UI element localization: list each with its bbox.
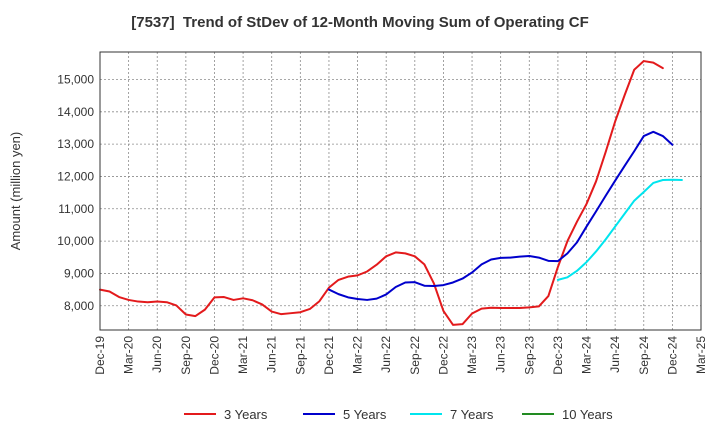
x-tick-label: Sep-20 — [179, 336, 193, 375]
x-tick-label: Dec-20 — [207, 336, 221, 375]
x-tick-label: Jun-22 — [379, 336, 393, 373]
x-tick-label: Dec-22 — [436, 336, 450, 375]
x-tick-label: Jun-20 — [150, 336, 164, 373]
x-tick-label: Sep-24 — [637, 336, 651, 375]
y-tick-label: 8,000 — [64, 299, 94, 313]
x-tick-label: Mar-20 — [122, 336, 136, 374]
x-tick-label: Jun-21 — [265, 336, 279, 373]
y-tick-label: 13,000 — [57, 137, 94, 151]
legend-label-7-years: 7 Years — [450, 407, 494, 422]
legend-label-3-years: 3 Years — [224, 407, 268, 422]
series-line-5-years — [327, 130, 674, 301]
x-tick-label: Mar-22 — [351, 336, 365, 374]
x-tick-label: Jun-23 — [494, 336, 508, 373]
x-tick-label: Dec-21 — [322, 336, 336, 375]
x-tick-label: Dec-23 — [551, 336, 565, 375]
x-tick-label: Dec-24 — [665, 336, 679, 375]
legend: 3 Years 5 Years 7 Years 10 Years — [184, 407, 613, 422]
plot-frame — [99, 51, 702, 331]
x-tick-label: Sep-22 — [408, 336, 422, 375]
series-line-7-years — [556, 178, 683, 281]
x-tick-label: Dec-19 — [93, 336, 107, 375]
x-tick-label: Mar-24 — [580, 336, 594, 374]
x-tick-label: Mar-21 — [236, 336, 250, 374]
x-tick-label: Sep-23 — [522, 336, 536, 375]
x-tick-label: Jun-24 — [608, 336, 622, 373]
y-tick-label: 14,000 — [57, 105, 94, 119]
y-tick-label: 11,000 — [58, 202, 94, 216]
series-layer — [99, 60, 683, 326]
legend-label-10-years: 10 Years — [562, 407, 613, 422]
y-tick-labels: 8,000 9,000 10,000 11,000 12,000 13,000 14,000… — [57, 72, 94, 312]
y-tick-label: 9,000 — [64, 266, 94, 280]
y-axis-title: Amount (million yen) — [8, 132, 23, 251]
plot-background — [100, 52, 701, 330]
x-tick-label: Sep-21 — [293, 336, 307, 375]
y-tick-label: 10,000 — [57, 234, 94, 248]
x-tick-label: Mar-25 — [694, 336, 708, 374]
x-tick-label: Mar-23 — [465, 336, 479, 374]
chart-title: [7537] Trend of StDev of 12-Month Moving… — [131, 14, 589, 31]
x-tick-labels: Dec-19 Mar-20 Jun-20 Sep-20 Dec-20 Mar-21 Jun-… — [93, 336, 708, 375]
y-tick-label: 15,000 — [57, 72, 94, 86]
y-tick-label: 12,000 — [57, 169, 94, 183]
legend-label-5-years: 5 Years — [343, 407, 387, 422]
series-line-3-years — [99, 60, 664, 326]
grid-layer — [100, 52, 701, 330]
